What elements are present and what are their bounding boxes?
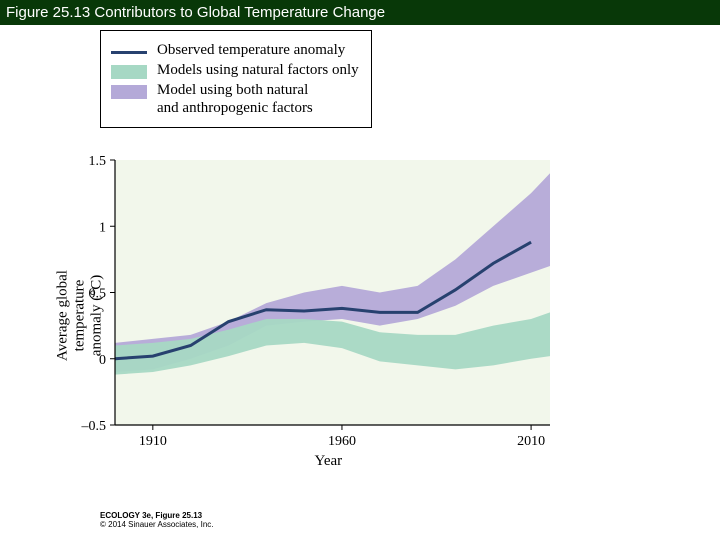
credit-line-1: ECOLOGY 3e, Figure 25.13 bbox=[100, 511, 214, 521]
svg-text:1.5: 1.5 bbox=[89, 154, 107, 169]
legend-row: Models using natural factors only bbox=[111, 61, 359, 79]
svg-text:1960: 1960 bbox=[328, 434, 356, 449]
legend-label: Model using both naturaland anthropogeni… bbox=[157, 81, 313, 117]
legend-band-swatch bbox=[111, 65, 147, 79]
legend-label: Observed temperature anomaly bbox=[157, 41, 345, 59]
figure-title-bar: Figure 25.13 Contributors to Global Temp… bbox=[0, 0, 720, 25]
credit-block: ECOLOGY 3e, Figure 25.13 © 2014 Sinauer … bbox=[100, 511, 214, 530]
svg-text:1: 1 bbox=[99, 220, 106, 235]
legend-label: Models using natural factors only bbox=[157, 61, 359, 79]
svg-text:2010: 2010 bbox=[517, 434, 545, 449]
svg-text:–0.5: –0.5 bbox=[81, 419, 107, 434]
figure-title: Figure 25.13 Contributors to Global Temp… bbox=[6, 4, 385, 21]
legend-row: Observed temperature anomaly bbox=[111, 41, 359, 59]
legend: Observed temperature anomaly Models using… bbox=[100, 30, 372, 128]
credit-line-2: © 2014 Sinauer Associates, Inc. bbox=[100, 520, 214, 530]
legend-line-swatch bbox=[111, 51, 147, 54]
legend-row: Model using both naturaland anthropogeni… bbox=[111, 81, 359, 117]
chart: –0.500.511.5191019602010 bbox=[60, 150, 560, 465]
svg-text:1910: 1910 bbox=[139, 434, 167, 449]
x-axis-label: Year bbox=[315, 453, 343, 470]
y-axis-label: Average global temperatureanomaly (°C) bbox=[55, 236, 106, 396]
legend-band-swatch bbox=[111, 85, 147, 99]
chart-svg: –0.500.511.5191019602010 bbox=[60, 150, 560, 460]
